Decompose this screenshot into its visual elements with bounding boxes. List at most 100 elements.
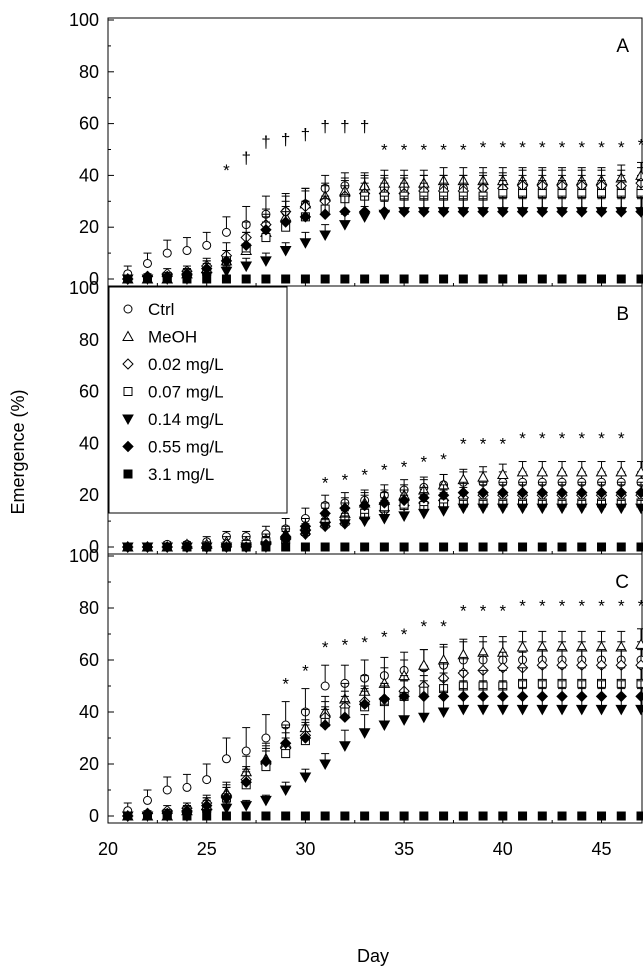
data-point — [516, 640, 529, 652]
data-point — [437, 690, 450, 703]
x-tick-label: 40 — [493, 839, 513, 859]
data-point — [279, 530, 292, 543]
significance-mark: * — [500, 602, 507, 621]
data-point — [418, 690, 430, 703]
data-point — [636, 542, 643, 552]
significance-mark: * — [440, 450, 447, 469]
significance-mark: † — [340, 117, 349, 136]
data-point — [477, 704, 489, 716]
legend-item: 3.1 mg/L — [123, 465, 214, 484]
data-point — [281, 749, 291, 759]
data-point — [319, 507, 331, 520]
data-point — [457, 205, 470, 218]
data-point — [437, 506, 450, 517]
data-point — [576, 486, 588, 499]
data-point — [320, 681, 330, 691]
data-point — [595, 205, 608, 218]
data-point — [398, 494, 410, 507]
data-point — [358, 205, 371, 218]
data-point — [240, 776, 252, 788]
data-point — [576, 690, 588, 703]
data-point — [261, 733, 271, 743]
data-point — [339, 519, 351, 530]
data-point — [279, 737, 292, 749]
data-point — [457, 690, 470, 703]
data-point — [418, 205, 430, 218]
data-point — [261, 811, 271, 821]
y-tick-label: 100 — [69, 10, 99, 30]
data-point — [439, 811, 449, 821]
data-point — [616, 274, 626, 284]
data-point — [635, 704, 643, 716]
y-tick-label: 40 — [79, 433, 99, 453]
y-tick-label: 60 — [79, 382, 99, 402]
data-point — [360, 811, 370, 821]
data-point — [358, 698, 371, 710]
data-point — [162, 811, 172, 821]
data-point — [339, 711, 351, 723]
y-tick-label: 40 — [79, 165, 99, 185]
data-point — [536, 205, 549, 218]
data-point — [615, 205, 627, 218]
data-point — [516, 704, 529, 716]
data-point — [319, 521, 331, 533]
data-point — [595, 503, 608, 515]
legend-marker — [123, 304, 133, 314]
data-point — [379, 542, 389, 552]
data-point — [536, 690, 549, 703]
data-point — [635, 690, 643, 703]
y-tick-label: 100 — [69, 546, 99, 566]
data-point — [340, 274, 350, 284]
legend-marker — [122, 330, 134, 341]
data-point — [241, 542, 251, 552]
series-ctrl — [123, 172, 643, 279]
data-point — [378, 514, 391, 525]
significance-mark: * — [381, 460, 388, 479]
data-point — [478, 274, 488, 284]
data-point — [496, 704, 509, 716]
y-tick-label: 20 — [79, 485, 99, 505]
significance-mark: * — [361, 633, 368, 652]
data-point — [595, 704, 608, 716]
data-point — [221, 811, 231, 821]
significance-mark: * — [598, 596, 605, 615]
data-point — [260, 224, 272, 236]
data-point — [536, 486, 549, 499]
series-3-1-mg-l — [123, 274, 643, 284]
data-point — [615, 690, 627, 703]
data-point — [575, 503, 588, 515]
data-point — [399, 274, 409, 284]
data-point — [378, 720, 391, 732]
data-point — [142, 542, 152, 552]
data-point — [202, 542, 212, 552]
data-point — [200, 799, 213, 812]
data-point — [398, 690, 410, 703]
legend-label: Ctrl — [148, 300, 174, 319]
y-axis-title: Emergence (%) — [8, 389, 28, 514]
significance-mark: * — [638, 135, 643, 154]
data-point — [478, 811, 488, 821]
data-point — [299, 211, 312, 223]
data-point — [162, 248, 172, 258]
data-point — [556, 503, 568, 515]
significance-mark: † — [320, 117, 329, 136]
panel-label: B — [616, 304, 629, 325]
data-point — [636, 274, 643, 284]
y-tick-label: 40 — [79, 702, 99, 722]
data-point — [635, 486, 643, 499]
significance-mark: * — [578, 138, 585, 157]
data-point — [458, 811, 468, 821]
significance-mark: * — [322, 638, 329, 657]
data-point — [281, 811, 291, 821]
significance-mark: * — [618, 429, 625, 448]
data-point — [615, 486, 627, 499]
data-point — [557, 542, 567, 552]
data-point — [360, 274, 370, 284]
significance-mark: * — [578, 596, 585, 615]
significance-mark: * — [519, 429, 526, 448]
significance-mark: * — [401, 625, 408, 644]
data-point — [378, 693, 391, 705]
data-point — [182, 542, 192, 552]
data-point — [398, 511, 410, 522]
